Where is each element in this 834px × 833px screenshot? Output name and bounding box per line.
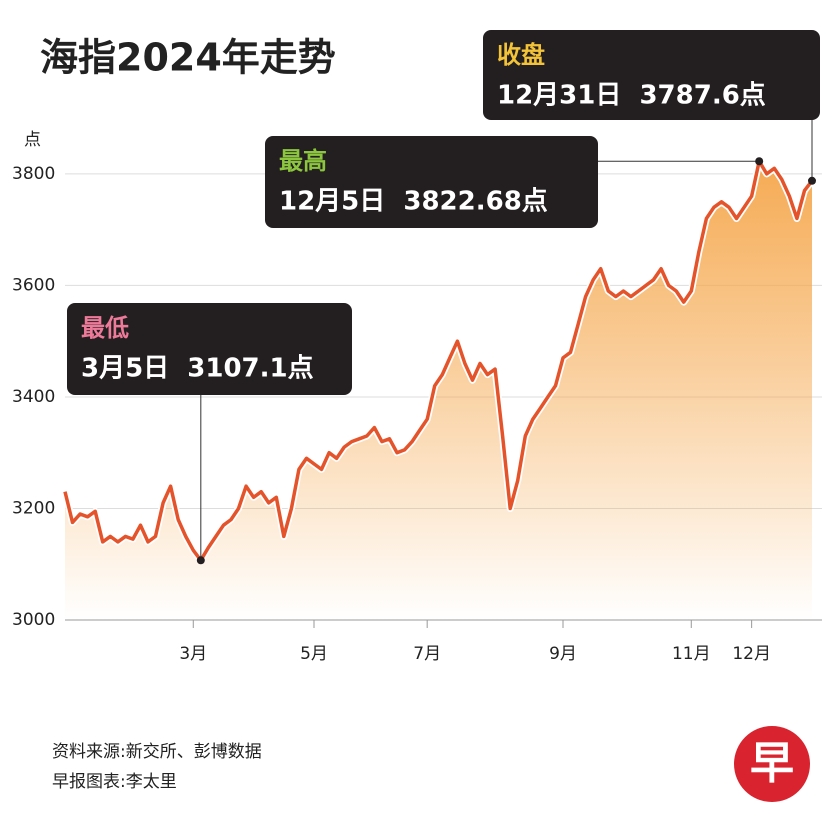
y-tick-label: 3200 bbox=[12, 498, 55, 518]
annotation-box bbox=[67, 303, 352, 395]
x-tick-label: 7月 bbox=[413, 644, 441, 664]
annotation-title: 最低 bbox=[81, 314, 129, 342]
credit: 早报图表:李太里 bbox=[52, 772, 177, 792]
annotation-title: 收盘 bbox=[497, 41, 545, 69]
point bbox=[196, 556, 205, 565]
y-axis-label: 点 bbox=[24, 130, 41, 150]
y-tick-label: 3800 bbox=[12, 164, 55, 184]
y-tick-label: 3600 bbox=[12, 275, 55, 295]
point bbox=[808, 176, 816, 185]
chart-title: 海指2024年走势 bbox=[40, 36, 336, 80]
annotation-title: 最高 bbox=[279, 147, 327, 175]
connector bbox=[810, 115, 813, 181]
x-tick-label: 11月 bbox=[672, 644, 711, 664]
annotation-box bbox=[265, 136, 598, 228]
annotation-label: 3月5日 3107.1点 bbox=[81, 353, 314, 384]
x-tick-label: 12月 bbox=[732, 644, 771, 664]
x-tick-label: 9月 bbox=[549, 644, 577, 664]
x-tick-label: 3月 bbox=[179, 644, 207, 664]
source: 资料来源:新交所、彭博数据 bbox=[52, 742, 262, 762]
x-tick-label: 5月 bbox=[300, 644, 328, 664]
point bbox=[755, 157, 764, 166]
logo: 早 bbox=[750, 738, 794, 789]
y-tick-label: 3400 bbox=[12, 387, 55, 407]
logo-circle bbox=[734, 726, 810, 802]
area bbox=[65, 161, 812, 620]
annotation-label: 12月5日 3822.68点 bbox=[279, 186, 548, 217]
annotation-label: 12月31日 3787.6点 bbox=[497, 80, 766, 111]
line bbox=[63, 159, 814, 563]
annotation-box bbox=[483, 30, 820, 120]
y-tick-label: 3000 bbox=[12, 610, 55, 630]
